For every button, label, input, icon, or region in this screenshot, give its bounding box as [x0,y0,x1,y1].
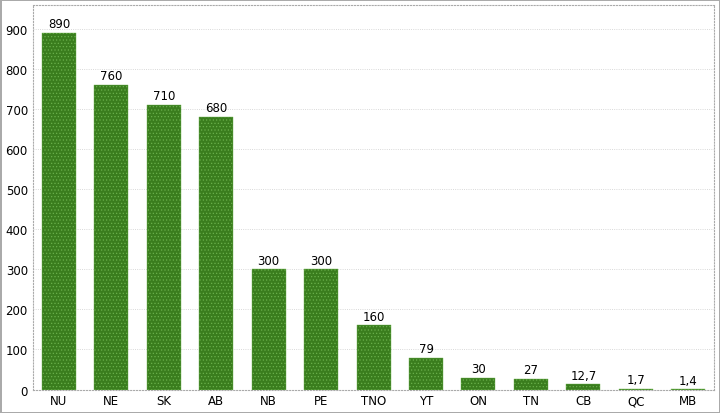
Bar [304,270,338,389]
Text: 160: 160 [362,310,384,323]
Bar [356,325,391,389]
Bar [409,358,443,389]
Bar [462,377,495,389]
Text: 300: 300 [258,254,280,267]
Text: 79: 79 [418,343,433,356]
Text: 12,7: 12,7 [570,369,596,382]
Bar [42,33,76,389]
Text: 710: 710 [153,90,175,103]
Bar [567,385,600,389]
Text: 1,4: 1,4 [679,374,698,387]
Text: 30: 30 [471,362,486,375]
Bar [94,85,128,389]
Text: 680: 680 [205,102,228,115]
Bar [199,118,233,389]
Bar [251,270,286,389]
Text: 1,7: 1,7 [626,374,645,387]
Text: 27: 27 [523,363,539,376]
Text: 300: 300 [310,254,332,267]
Text: 890: 890 [48,18,70,31]
Bar [147,106,181,389]
Bar [514,379,548,389]
Text: 760: 760 [100,70,122,83]
